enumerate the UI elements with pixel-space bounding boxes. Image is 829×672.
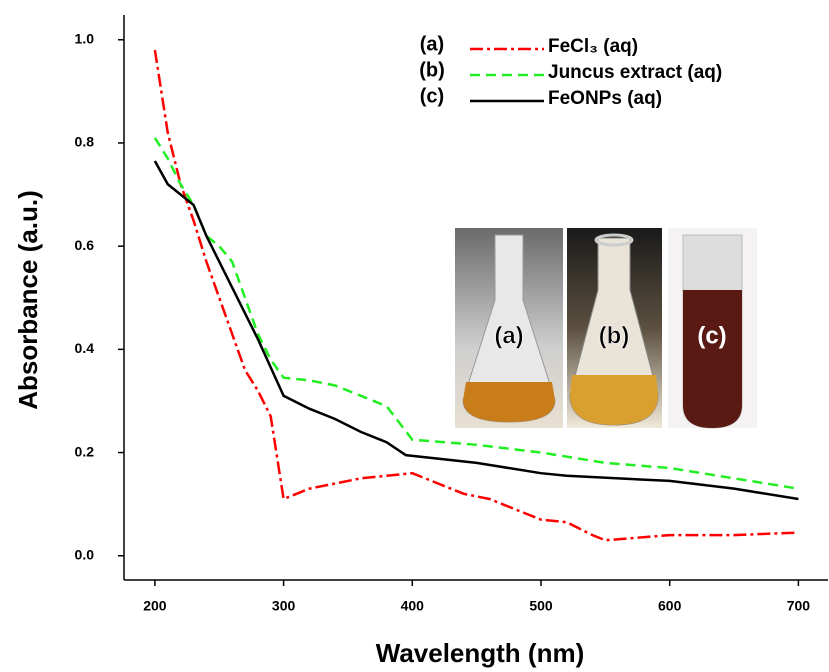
y-tick-label: 0.8 [75, 134, 95, 150]
y-tick-label: 0.0 [75, 546, 95, 562]
series-line [153, 137, 799, 490]
y-axis-title: Absorbance (a.u.) [13, 190, 43, 410]
inset-label: (a) [494, 322, 523, 349]
legend-label: Juncus extract (aq) [548, 62, 722, 83]
legend-tag: (b) [419, 59, 445, 81]
legend-tag: (a) [420, 33, 444, 55]
y-tick-label: 0.6 [75, 237, 95, 253]
series-line [153, 160, 799, 501]
inset-label: (b) [599, 322, 630, 349]
legend-tag: (c) [420, 85, 444, 107]
y-tick-label: 1.0 [75, 30, 95, 46]
x-axis-title: Wavelength (nm) [376, 638, 584, 668]
y-tick-label: 0.4 [75, 340, 95, 356]
x-tick-label: 500 [529, 598, 553, 614]
inset-label: (c) [697, 322, 726, 349]
x-tick-label: 300 [272, 598, 296, 614]
legend-label: FeCl₃ (aq) [548, 36, 638, 57]
legend-label: FeONPs (aq) [548, 88, 662, 109]
x-tick-label: 700 [787, 598, 811, 614]
x-tick-label: 600 [658, 598, 682, 614]
inset-photos [455, 228, 757, 429]
y-tick-label: 0.2 [75, 443, 95, 459]
x-tick-label: 200 [143, 598, 167, 614]
x-tick-label: 400 [401, 598, 425, 614]
